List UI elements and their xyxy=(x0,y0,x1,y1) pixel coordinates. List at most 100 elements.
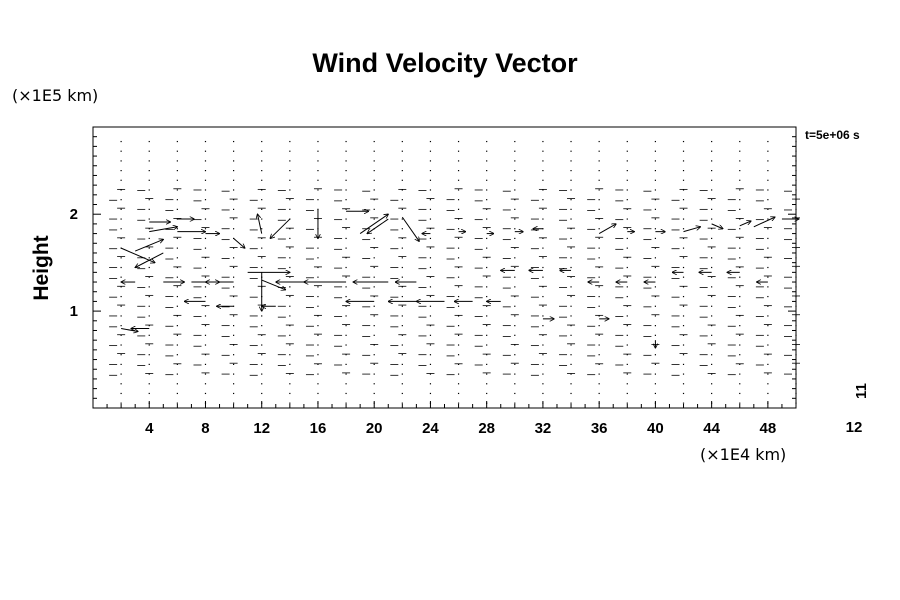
grid-dot xyxy=(345,276,347,278)
grid-dot xyxy=(261,228,263,230)
grid-dot xyxy=(176,160,178,162)
grid-dot xyxy=(261,199,263,201)
y-tick-label: 1 xyxy=(70,303,78,320)
grid-dot xyxy=(317,170,319,172)
grid-dot xyxy=(373,140,375,143)
grid-dot xyxy=(233,257,235,259)
grid-dot xyxy=(401,354,403,356)
grid-dot xyxy=(682,160,685,162)
grid-dot xyxy=(345,179,347,181)
grid-dot xyxy=(148,218,150,220)
wind-vector xyxy=(683,227,701,233)
grid-dot xyxy=(542,305,544,307)
grid-dot xyxy=(457,315,460,317)
grid-dot xyxy=(261,247,263,249)
grid-dot xyxy=(457,266,460,269)
grid-dot xyxy=(598,140,600,143)
grid-dot xyxy=(373,257,375,259)
grid-dot xyxy=(626,228,628,230)
grid-dot xyxy=(401,179,403,181)
grid-dot xyxy=(204,305,207,307)
grid-dot xyxy=(654,140,656,143)
grid-dot xyxy=(682,208,685,210)
grid-dot xyxy=(542,325,544,327)
grid-dot xyxy=(711,179,713,181)
grid-dot xyxy=(233,334,235,336)
grid-dot xyxy=(682,140,685,143)
grid-dot xyxy=(289,237,291,240)
grid-dot xyxy=(317,150,319,152)
grid-dot xyxy=(289,354,291,356)
grid-dot xyxy=(486,170,488,172)
grid-dot xyxy=(345,247,347,249)
grid-dot xyxy=(120,237,122,240)
grid-dot xyxy=(570,373,572,375)
grid-dot xyxy=(570,402,572,404)
grid-dot xyxy=(176,150,178,152)
grid-dot xyxy=(767,334,769,336)
grid-dot xyxy=(542,189,544,191)
grid-dot xyxy=(429,247,432,249)
grid-dot xyxy=(486,247,488,249)
grid-dot xyxy=(120,354,122,356)
x-tick-label: 48 xyxy=(760,420,777,437)
grid-dot xyxy=(345,208,347,210)
grid-dot xyxy=(204,199,207,201)
grid-dot xyxy=(204,295,207,298)
grid-dot xyxy=(739,286,741,288)
x-axis-ticks: 4 8 12 16 20 24 28 32 36 40 44 48 xyxy=(106,401,783,437)
grid-dot xyxy=(233,179,235,181)
wind-vector xyxy=(359,214,388,234)
grid-dot xyxy=(626,286,628,288)
grid-dot xyxy=(345,295,347,298)
grid-dot xyxy=(626,392,628,395)
wind-vector xyxy=(401,216,419,241)
grid-dot xyxy=(317,140,319,143)
grid-dot xyxy=(345,305,347,307)
grid-dot xyxy=(598,266,600,269)
grid-dot xyxy=(711,237,713,240)
grid-dot xyxy=(682,305,685,307)
grid-dot xyxy=(654,354,656,356)
grid-dot xyxy=(317,276,319,278)
grid-dot xyxy=(654,383,656,385)
grid-dot xyxy=(176,199,178,201)
grid-dot xyxy=(373,373,375,375)
grid-dot xyxy=(457,199,460,201)
grid-dot xyxy=(457,344,460,346)
grid-dot xyxy=(317,325,319,327)
x-tick-label: 40 xyxy=(647,420,664,437)
grid-dot xyxy=(345,257,347,259)
grid-dot xyxy=(767,208,769,210)
grid-dot xyxy=(401,305,403,307)
grid-dot xyxy=(767,354,769,356)
x-tick-label: 28 xyxy=(478,420,495,437)
grid-dot xyxy=(261,140,263,143)
grid-dot xyxy=(542,208,544,210)
grid-dot xyxy=(317,199,319,201)
grid-dot xyxy=(598,228,600,230)
grid-dot xyxy=(626,179,628,181)
grid-dot xyxy=(767,247,769,249)
grid-dot xyxy=(429,189,432,191)
grid-dot xyxy=(261,237,263,240)
grid-dot xyxy=(514,199,516,201)
grid-dot xyxy=(429,150,432,152)
grid-dot xyxy=(261,354,263,356)
grid-dot xyxy=(682,170,685,172)
grid-dot xyxy=(542,286,544,288)
grid-dot xyxy=(401,257,403,259)
grid-dot xyxy=(598,315,600,317)
grid-dot xyxy=(457,325,460,327)
grid-dot xyxy=(120,140,122,143)
grid-dot xyxy=(317,160,319,162)
grid-dot xyxy=(345,373,347,375)
grid-dot xyxy=(682,286,685,288)
grid-dot xyxy=(767,237,769,240)
grid-dot xyxy=(233,276,235,278)
grid-dot xyxy=(176,237,178,240)
grid-dot xyxy=(148,179,150,181)
grid-dot xyxy=(767,257,769,259)
grid-dot xyxy=(373,315,375,317)
